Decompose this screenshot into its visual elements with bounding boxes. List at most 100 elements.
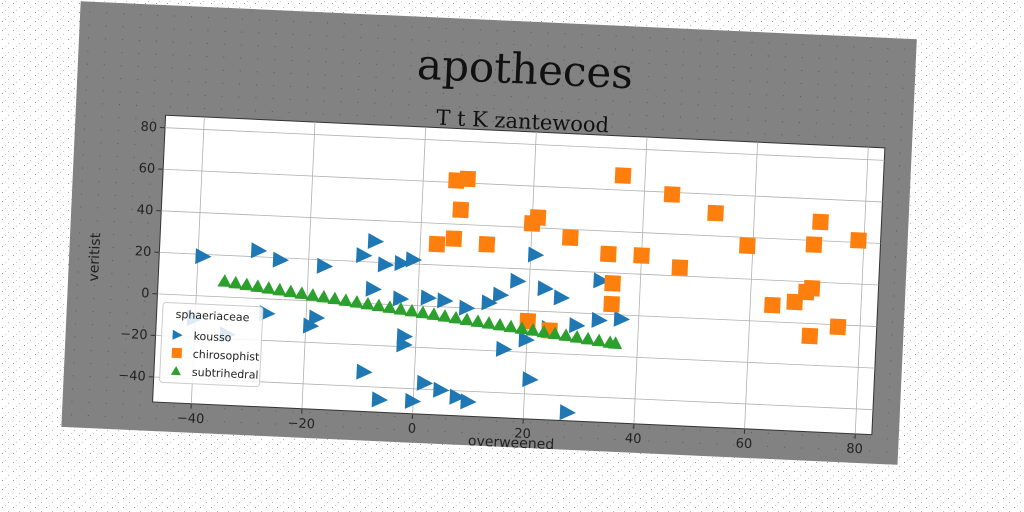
subtrihedral-point — [503, 319, 518, 333]
legend-entry-kousso: kousso — [193, 330, 232, 345]
kousso-point — [481, 294, 498, 311]
subtrihedral-point — [426, 307, 441, 321]
data-marks — [186, 167, 867, 421]
chirosophist-point — [604, 274, 621, 292]
chirosophist-point — [561, 229, 579, 247]
chirosophist-point — [707, 204, 724, 222]
kousso-point — [371, 391, 388, 408]
kousso-point — [553, 289, 571, 306]
kousso-point — [416, 374, 434, 391]
subtrihedral-point — [608, 336, 623, 350]
legend-entry-chirosophist: chirosophist — [192, 348, 260, 364]
kousso-point — [396, 336, 413, 353]
chirosophist-point — [764, 296, 781, 314]
x-tick-label: 0 — [407, 422, 416, 437]
chirosophist-point — [739, 237, 756, 255]
subtrihedral-point — [393, 302, 408, 316]
subtrihedral-point — [305, 288, 320, 302]
subtrihedral-point — [448, 310, 463, 324]
x-gridline — [633, 137, 648, 424]
kousso-point — [356, 363, 373, 380]
y-tick-label: 80 — [140, 120, 157, 136]
y-gridline — [155, 335, 875, 369]
x-axis-ticks: −40 −20 0 20 40 60 80 — [177, 403, 863, 457]
kousso-point — [367, 233, 385, 250]
kousso-point — [420, 289, 437, 306]
kousso-point — [316, 257, 334, 274]
x-gridline — [412, 127, 427, 414]
y-gridline — [165, 127, 885, 161]
x-gridline — [301, 122, 316, 409]
kousso-point — [437, 292, 454, 309]
chirosophist-point — [671, 259, 689, 277]
subtrihedral-point — [569, 330, 584, 344]
subtrihedral-point — [382, 300, 397, 314]
x-tick-label: −20 — [287, 416, 315, 432]
y-tick-label: 20 — [134, 244, 151, 260]
subtrihedral-point — [283, 284, 298, 298]
y-tick-label: −40 — [118, 368, 146, 384]
subtrihedral-point — [371, 298, 386, 312]
kousso-point — [195, 248, 212, 265]
subtrihedral-point — [492, 317, 507, 331]
chirosophist-point — [603, 295, 620, 313]
subtrihedral-point — [349, 295, 364, 309]
kousso-point — [405, 251, 423, 268]
legend-marker-kousso — [172, 329, 183, 340]
subtrihedral-point — [470, 314, 485, 328]
subtrihedral-point — [415, 305, 430, 319]
subtrihedral-point — [261, 281, 276, 295]
x-tick-label: 80 — [846, 441, 863, 457]
y-axis-label: veritist — [86, 232, 104, 282]
legend: sphaeriaceae kousso chirosophist subtrihed… — [159, 301, 264, 388]
x-gridline — [744, 142, 759, 429]
kousso-point — [433, 381, 450, 398]
kousso-point — [356, 247, 373, 264]
y-gridline — [163, 168, 883, 203]
subtrihedral-point — [514, 321, 529, 335]
x-tick-label: −40 — [177, 411, 205, 427]
y-tick-label: 0 — [141, 286, 150, 301]
plot-frame — [152, 114, 886, 436]
subtrihedral-point — [580, 331, 595, 345]
chirosophist-point — [459, 170, 476, 188]
subtrihedral-point — [437, 309, 452, 323]
chirosophist-point — [850, 232, 867, 249]
chirosophist-point — [445, 230, 463, 248]
subtrihedral-point — [404, 303, 419, 317]
kousso-point — [559, 404, 576, 421]
kousso-point — [613, 310, 631, 327]
chirosophist-point — [663, 186, 681, 203]
subtrihedral-point — [316, 289, 331, 303]
chirosophist-point — [614, 167, 632, 184]
subtrihedral-point — [591, 333, 606, 347]
legend-box — [159, 301, 264, 388]
subtrihedral-point — [272, 282, 287, 296]
kousso-point — [377, 256, 395, 273]
legend-title: sphaeriaceae — [175, 308, 250, 324]
x-axis-label: overweened — [468, 433, 555, 453]
kousso-point — [527, 246, 545, 263]
chirosophist-point — [829, 318, 847, 336]
kousso-point — [522, 371, 539, 388]
chirosophist-point — [428, 235, 446, 253]
subtrihedral-point — [239, 277, 254, 291]
legend-entry-subtrihedral: subtrihedral — [192, 366, 259, 382]
kousso-point — [272, 251, 289, 268]
kousso-point — [308, 309, 326, 326]
subtrihedral-point — [558, 328, 573, 342]
subtrihedral-point — [459, 312, 474, 326]
chirosophist-point — [529, 209, 547, 226]
chirosophist-point — [805, 236, 823, 253]
kousso-point — [510, 272, 527, 289]
x-gridline — [854, 147, 869, 434]
subtrihedral-point — [536, 324, 551, 338]
kousso-point — [537, 280, 554, 297]
y-gridline — [153, 376, 873, 411]
kousso-point — [593, 272, 610, 289]
y-gridline — [157, 293, 877, 327]
kousso-point — [518, 331, 535, 348]
subtrihedral-point — [481, 316, 496, 330]
y-gridline — [161, 210, 881, 244]
